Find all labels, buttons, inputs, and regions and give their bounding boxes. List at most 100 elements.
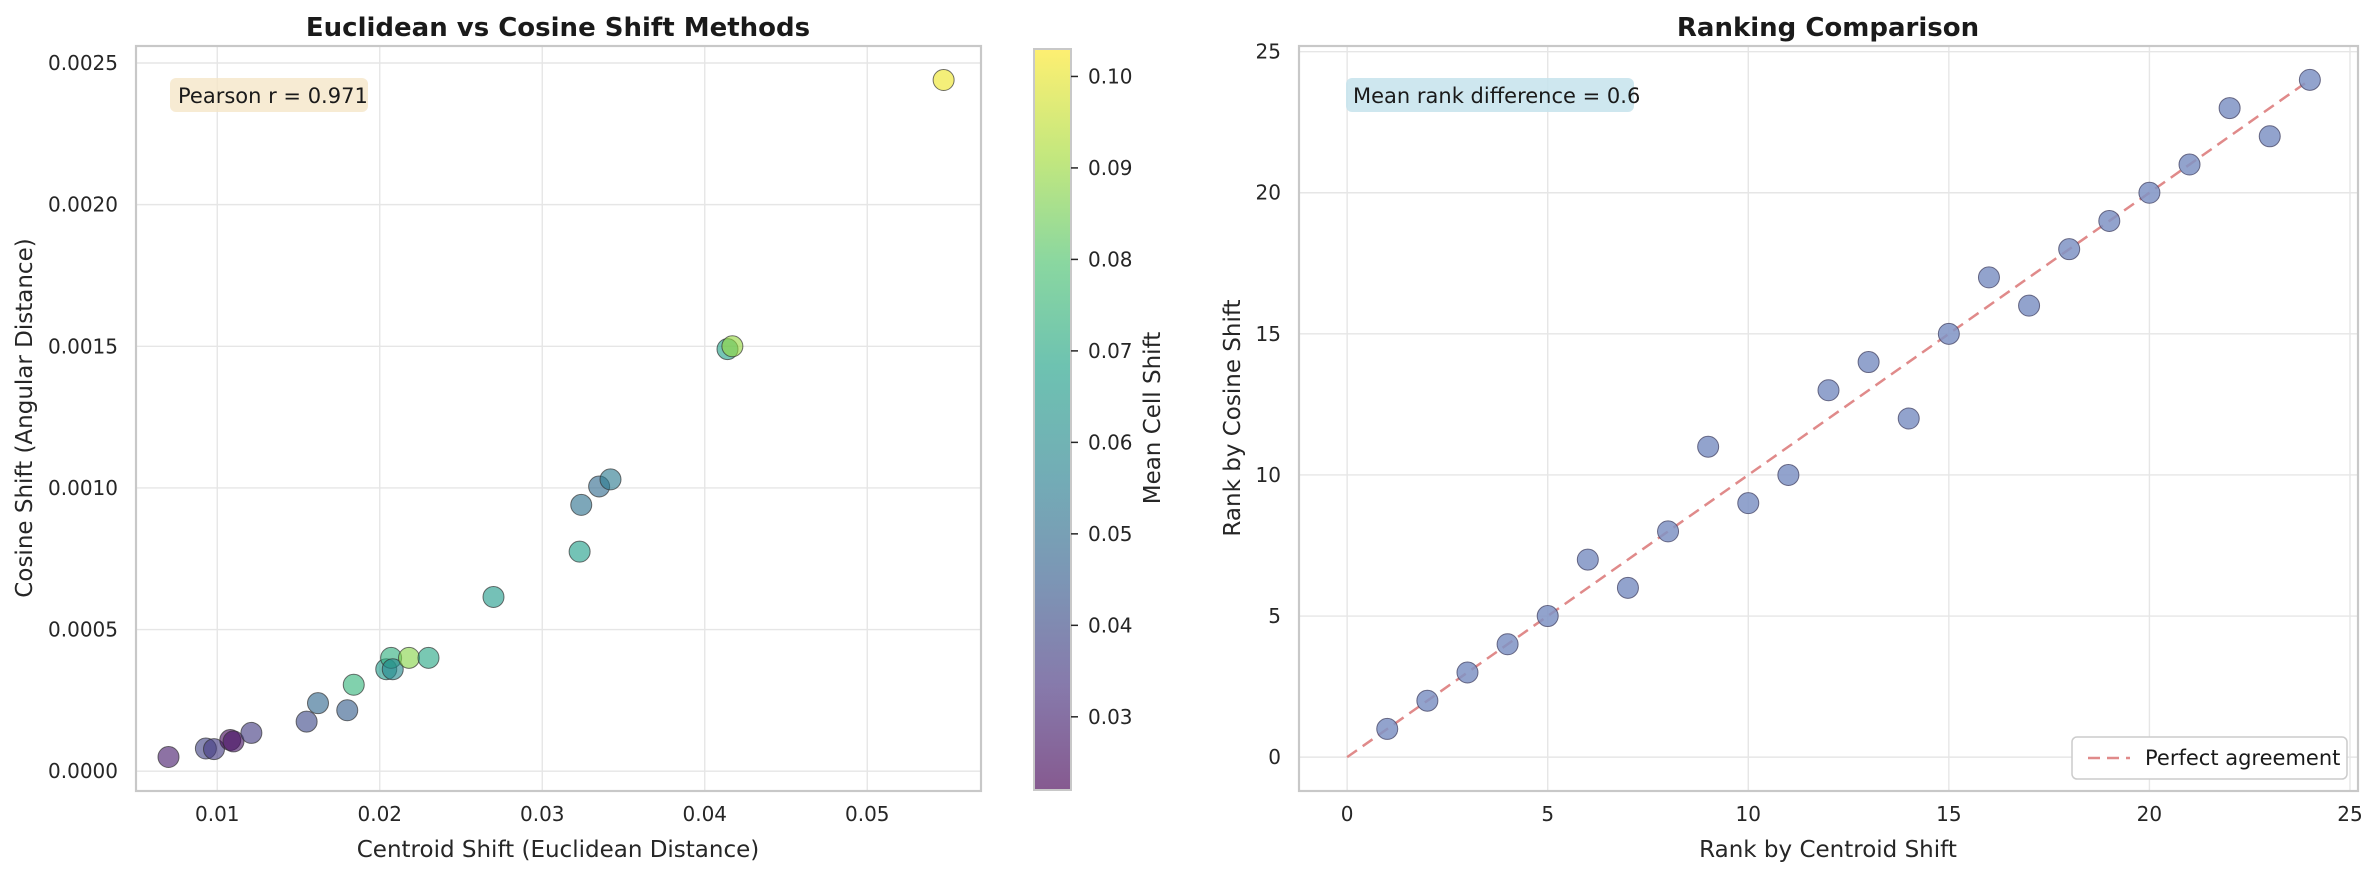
right-x-ticks: 0 5 10 15 20 25: [1341, 802, 2363, 826]
left-scatter-point: [932, 68, 955, 91]
left-y-tick-label: 0.0015: [48, 334, 118, 358]
colorbar-tick-label: 0.03: [1088, 705, 1133, 729]
right-x-tick-label: 20: [2137, 802, 2162, 826]
right-y-axis-label: Rank by Cosine Shift: [1220, 299, 1246, 536]
right-scatter-point: [2258, 125, 2281, 148]
perfect-agreement-line: [1346, 78, 2311, 759]
right-scatter-point: [1937, 322, 1960, 345]
colorbar-gradient: [1034, 49, 1071, 790]
right-scatter-point: [2098, 209, 2121, 232]
right-scatter-point: [1817, 379, 1840, 402]
colorbar-tick-label: 0.08: [1088, 247, 1133, 271]
colorbar-tick-label: 0.09: [1088, 156, 1133, 180]
right-y-tick-label: 15: [1256, 322, 1281, 346]
left-scatter-point: [568, 540, 591, 563]
colorbar-tick-label: 0.05: [1088, 522, 1133, 546]
right-y-tick-label: 0: [1268, 745, 1281, 769]
left-grid: [136, 46, 981, 791]
right-scatter-point: [1657, 520, 1680, 543]
right-y-tick-label: 5: [1268, 604, 1281, 628]
left-chart-title: Euclidean vs Cosine Shift Methods: [306, 13, 810, 43]
right-x-tick-label: 10: [1736, 802, 1761, 826]
left-points: [157, 68, 955, 769]
left-y-tick-label: 0.0020: [48, 193, 118, 217]
right-x-axis-label: Rank by Centroid Shift: [1699, 837, 1957, 863]
left-plot-frame: [134, 44, 983, 793]
colorbar-tick-label: 0.06: [1088, 430, 1133, 454]
right-scatter-point: [2138, 181, 2161, 204]
left-x-tick-label: 0.05: [845, 802, 890, 826]
right-chart-title: Ranking Comparison: [1677, 13, 1979, 43]
right-scatter-point: [1416, 689, 1439, 712]
pearson-annotation: Pearson r = 0.971: [178, 84, 368, 108]
legend-label-perfect-agreement: Perfect agreement: [2145, 746, 2340, 770]
right-scatter-point: [2018, 294, 2041, 317]
rank-diff-annotation: Mean rank difference = 0.6: [1353, 84, 1640, 108]
colorbar-tick-label: 0.07: [1088, 339, 1133, 363]
left-y-tick-label: 0.0005: [48, 618, 118, 642]
left-scatter-point: [599, 468, 622, 491]
right-points: [1376, 68, 2321, 740]
right-x-tick-label: 25: [2337, 802, 2362, 826]
right-scatter-point: [1777, 463, 1800, 486]
left-x-axis-label: Centroid Shift (Euclidean Distance): [357, 837, 760, 863]
right-scatter-point: [1536, 605, 1559, 628]
left-x-tick-label: 0.01: [195, 802, 240, 826]
left-scatter-point: [222, 730, 245, 753]
right-scatter-point: [1576, 548, 1599, 571]
left-scatter-point: [398, 646, 420, 669]
colorbar-frame: [1033, 48, 1072, 791]
right-y-tick-label: 25: [1256, 40, 1281, 64]
right-scatter-point: [1376, 717, 1399, 740]
right-x-tick-label: 15: [1936, 802, 1961, 826]
left-panel: 0.01 0.02 0.03 0.04 0.05 0.00000.00050.00100…: [12, 13, 983, 863]
colorbar-tick-label: 0.10: [1088, 64, 1133, 88]
right-scatter-point: [2178, 153, 2201, 176]
left-x-ticks: 0.01 0.02 0.03 0.04 0.05: [195, 802, 890, 826]
colorbar-label: Mean Cell Shift: [1140, 332, 1166, 505]
left-scatter-point: [721, 335, 744, 358]
left-y-tick-label: 0.0010: [48, 476, 118, 500]
left-x-tick-label: 0.02: [357, 802, 402, 826]
right-scatter-point: [1977, 266, 2000, 289]
right-panel: 0 5 10 15 20 25 0 5 10 15 20 25 Mean rank differen…: [1220, 13, 2363, 863]
right-scatter-point: [2298, 68, 2321, 91]
right-scatter-point: [1857, 351, 1880, 374]
left-x-tick-label: 0.04: [682, 802, 727, 826]
colorbar: 0.03 0.04 0.05 0.06 0.07 0.08 0.09 0.10 Mean Ce…: [1033, 48, 1166, 791]
colorbar-ticks: 0.03 0.04 0.05 0.06 0.07 0.08 0.09 0.10: [1071, 64, 1133, 729]
left-scatter-point: [336, 699, 359, 722]
right-scatter-point: [1697, 435, 1720, 458]
right-y-tick-label: 20: [1256, 181, 1281, 205]
right-scatter-point: [1897, 407, 1920, 430]
legend: Perfect agreement: [2071, 736, 2348, 780]
right-y-ticks: 0 5 10 15 20 25: [1256, 40, 1281, 769]
right-plot-frame: [1297, 44, 2360, 793]
left-scatter-point: [381, 658, 404, 681]
left-scatter-point: [157, 746, 180, 769]
left-x-tick-label: 0.03: [520, 802, 565, 826]
right-scatter-point: [2218, 97, 2241, 120]
left-scatter-point: [295, 710, 318, 733]
pearson-annotation-box: [170, 78, 368, 112]
left-scatter-point: [417, 646, 440, 669]
rank-diff-annotation-box: [1346, 78, 1634, 112]
legend-box: [2071, 736, 2348, 780]
right-y-tick-label: 10: [1256, 463, 1281, 487]
right-x-tick-label: 0: [1341, 802, 1354, 826]
left-scatter-point: [240, 721, 263, 744]
right-scatter-point: [1496, 633, 1519, 656]
colorbar-tick-label: 0.04: [1088, 613, 1133, 637]
left-scatter-point: [570, 493, 593, 516]
left-scatter-point: [307, 692, 329, 715]
right-scatter-point: [1456, 661, 1479, 684]
left-y-tick-label: 0.0025: [48, 51, 118, 75]
right-scatter-point: [1737, 492, 1760, 515]
left-y-tick-label: 0.0000: [48, 759, 118, 783]
right-x-tick-label: 5: [1541, 802, 1554, 826]
left-y-ticks: 0.0000 0.0005 0.0010 0.0015 0.0020 0.0025: [48, 51, 118, 783]
left-scatter-point: [482, 585, 505, 608]
left-y-axis-label: Cosine Shift (Angular Distance): [12, 238, 38, 597]
left-scatter-point: [342, 673, 365, 696]
